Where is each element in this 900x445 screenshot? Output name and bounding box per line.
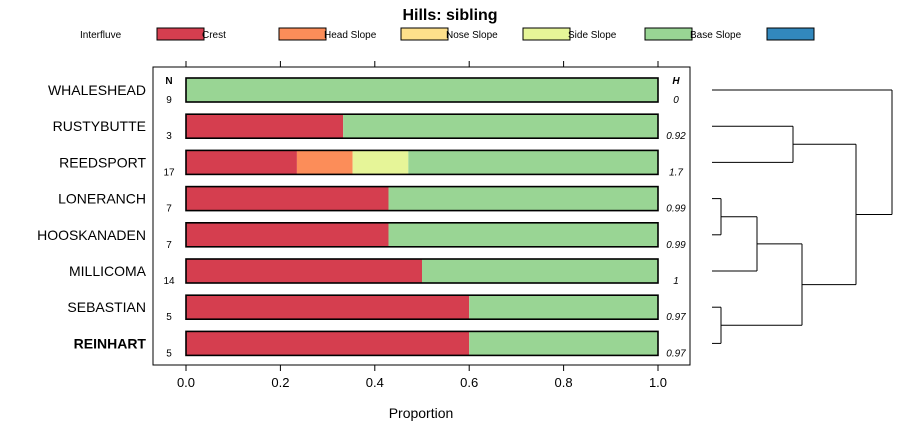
category-label: SEBASTIAN bbox=[67, 299, 146, 315]
legend-swatch-side-slope bbox=[644, 27, 693, 41]
bar-outline bbox=[185, 258, 659, 284]
row-reedsport: REEDSPORT 17 1.7 bbox=[59, 149, 683, 178]
category-label: LONERANCH bbox=[58, 191, 146, 207]
legend-swatch-interfluve bbox=[156, 27, 205, 41]
chart-title: Hills: sibling bbox=[402, 7, 497, 24]
legend-swatch-crest bbox=[278, 27, 327, 41]
row-reinhart: REINHART 5 0.97 bbox=[74, 330, 686, 359]
category-label: WHALESHEAD bbox=[48, 82, 146, 98]
n-column-header: N bbox=[165, 76, 172, 87]
bar-outline bbox=[185, 113, 659, 139]
n-value: 9 bbox=[166, 95, 172, 106]
h-column-header: H bbox=[672, 76, 680, 87]
n-value: 14 bbox=[163, 276, 175, 287]
bar-outline bbox=[185, 77, 659, 103]
h-value: 0.97 bbox=[666, 348, 686, 359]
bar-segment-side-slope bbox=[388, 222, 658, 247]
h-value: 0.97 bbox=[666, 312, 686, 323]
row-hooskanaden: HOOSKANADEN 7 0.99 bbox=[37, 222, 686, 251]
category-label: REINHART bbox=[74, 335, 147, 351]
x-tick-label: 0.8 bbox=[555, 375, 573, 390]
h-value: 0.99 bbox=[666, 240, 686, 251]
x-tick-label: 0.4 bbox=[366, 375, 384, 390]
legend: Interfluve Crest Head Slope Nose Slope Side … bbox=[80, 27, 815, 41]
dendrogram bbox=[712, 89, 893, 344]
x-axis-label: Proportion bbox=[389, 405, 454, 421]
category-label: REEDSPORT bbox=[59, 154, 146, 170]
h-value: 0.92 bbox=[666, 131, 686, 142]
x-tick-label: 0.2 bbox=[271, 375, 289, 390]
legend-swatch-nose-slope bbox=[522, 27, 571, 41]
row-sebastian: SEBASTIAN 5 0.97 bbox=[67, 294, 686, 323]
legend-label-side-slope: Side Slope bbox=[568, 30, 617, 41]
x-tick-label: 1.0 bbox=[649, 375, 667, 390]
category-label: RUSTYBUTTE bbox=[53, 118, 146, 134]
legend-label-nose-slope: Nose Slope bbox=[446, 30, 498, 41]
legend-swatch-head-slope bbox=[400, 27, 449, 41]
h-value: 0.99 bbox=[666, 204, 686, 215]
n-value: 5 bbox=[166, 348, 172, 359]
bar-segment-side-slope bbox=[422, 259, 658, 283]
h-value: 1.7 bbox=[669, 167, 683, 178]
bar-outline bbox=[185, 294, 659, 321]
bar-segment-interfluve bbox=[186, 331, 470, 356]
bar-segment-side-slope bbox=[469, 295, 658, 320]
category-label: HOOSKANADEN bbox=[37, 227, 146, 243]
bar-segment-side-slope bbox=[469, 331, 658, 356]
bar-segment-side-slope bbox=[388, 186, 658, 211]
category-label: MILLICOMA bbox=[69, 263, 147, 279]
legend-label-head-slope: Head Slope bbox=[324, 30, 377, 41]
n-value: 17 bbox=[163, 167, 175, 178]
n-value: 3 bbox=[166, 131, 172, 142]
bar-segment-nose-slope bbox=[352, 150, 409, 175]
bar-outline bbox=[185, 222, 659, 248]
x-axis: 0.0 0.2 0.4 0.6 0.8 1.0 bbox=[177, 61, 667, 390]
n-value: 7 bbox=[166, 240, 172, 251]
row-rustybutte: RUSTYBUTTE 3 0.92 bbox=[53, 113, 686, 142]
row-millicoma: MILLICOMA 14 1 bbox=[69, 258, 679, 287]
bar-segment-interfluve bbox=[186, 186, 389, 211]
row-loneranch: LONERANCH 7 0.99 bbox=[58, 185, 686, 215]
x-tick-label: 0.6 bbox=[460, 375, 478, 390]
n-value: 5 bbox=[166, 312, 172, 323]
h-value: 1 bbox=[673, 276, 679, 287]
bar-outline bbox=[185, 330, 659, 357]
row-whaleshead: WHALESHEAD 9 0 bbox=[48, 77, 679, 106]
bar-segment-interfluve bbox=[186, 150, 297, 175]
h-value: 0 bbox=[673, 95, 679, 106]
plot-panel-frame bbox=[152, 66, 691, 366]
bar-segment-crest bbox=[296, 150, 353, 175]
legend-label-base-slope: Base Slope bbox=[690, 30, 742, 41]
bar-outline bbox=[185, 149, 659, 176]
legend-swatch-base-slope bbox=[766, 27, 815, 41]
legend-label-interfluve: Interfluve bbox=[80, 30, 122, 41]
bar-segment-interfluve bbox=[186, 295, 470, 320]
bar-outline bbox=[185, 185, 659, 212]
bar-segment-interfluve bbox=[186, 259, 422, 283]
bar-segment-side-slope bbox=[408, 150, 658, 175]
bar-segment-interfluve bbox=[186, 114, 344, 139]
bar-segment-side-slope bbox=[186, 78, 658, 102]
x-tick-label: 0.0 bbox=[177, 375, 195, 390]
bar-segment-side-slope bbox=[343, 114, 658, 139]
bar-segment-interfluve bbox=[186, 222, 389, 247]
legend-label-crest: Crest bbox=[202, 30, 226, 41]
n-value: 7 bbox=[166, 204, 172, 215]
